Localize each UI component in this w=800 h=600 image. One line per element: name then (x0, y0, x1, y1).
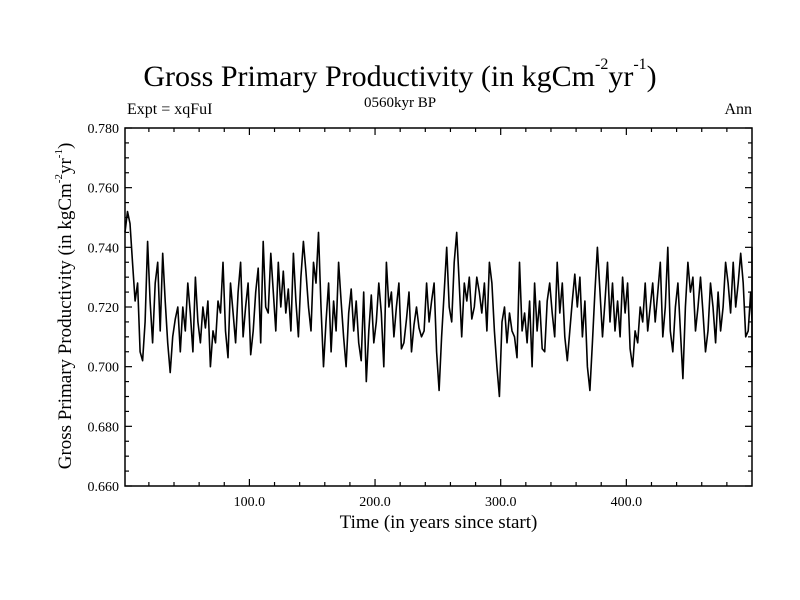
experiment-label: Expt = xqFuI (127, 101, 213, 118)
y-tick-label: 0.720 (88, 301, 120, 316)
y-tick-label: 0.680 (88, 420, 120, 435)
period-label: 0560kyr BP (363, 95, 437, 111)
x-tick-label: 300.0 (485, 495, 517, 510)
x-tick-label: 200.0 (359, 495, 391, 510)
series-layer (124, 210, 753, 398)
y-tick-label: 0.740 (88, 241, 120, 256)
x-tick-label: 100.0 (234, 495, 266, 510)
y-tick-label: 0.660 (88, 480, 120, 495)
plot-frame (124, 127, 753, 487)
tick-layer: 100.0 200.0 300.0 400.0 0.660 0.680 0.700 0.720… (88, 122, 752, 510)
y-tick-label: 0.760 (88, 182, 120, 197)
x-axis-label: Time (in years since start) (339, 512, 538, 533)
chart-title: Gross Primary Productivity (in kgCm-2yr-… (143, 56, 657, 93)
y-tick-label: 0.700 (88, 361, 120, 376)
gpp-series-line (124, 210, 753, 398)
season-label: Ann (724, 101, 752, 118)
y-tick-label: 0.780 (88, 122, 120, 137)
x-tick-label: 400.0 (611, 495, 643, 510)
